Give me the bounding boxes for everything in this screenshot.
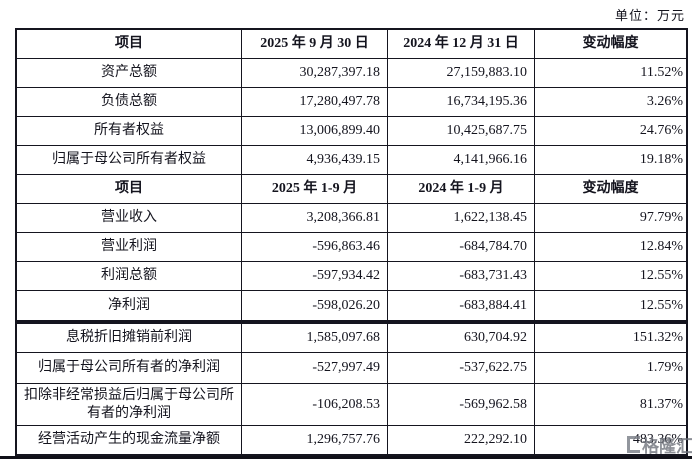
value-2024: -684,784.70 xyxy=(388,233,535,262)
row-label: 归属于母公司所有者的净利润 xyxy=(17,353,242,384)
row-label: 扣除非经常损益后归属于母公司所有者的净利润 xyxy=(17,384,242,426)
value-2024: -569,962.58 xyxy=(388,384,535,426)
value-2025: -598,026.20 xyxy=(242,291,388,320)
header-date-2025: 2025 年 9 月 30 日 xyxy=(242,30,388,59)
value-2025: -597,934.42 xyxy=(242,262,388,291)
change-pct: 12.55% xyxy=(639,297,683,313)
value-2025: 4,936,439.15 xyxy=(242,146,388,175)
value-2025: -596,863.46 xyxy=(242,233,388,262)
value-2024: 630,704.92 xyxy=(388,324,535,353)
row-label: 所有者权益 xyxy=(17,117,242,146)
change-pct: 11.52% xyxy=(535,59,686,88)
value-2024: -683,884.41 xyxy=(388,291,535,320)
value-2024: 222,292.10 xyxy=(388,426,535,454)
page-bottom-rule xyxy=(0,456,692,459)
header-item: 项目 xyxy=(17,175,242,204)
row-label: 利润总额 xyxy=(17,262,242,291)
row-label: 经营活动产生的现金流量净额 xyxy=(17,426,242,454)
value-2025: -527,997.49 xyxy=(242,353,388,384)
value-2024: -537,622.75 xyxy=(388,353,535,384)
row-label: 资产总额 xyxy=(17,59,242,88)
row-label: 营业利润 xyxy=(17,233,242,262)
value-2024: -683,731.43 xyxy=(388,262,535,291)
value-2025: 1,585,097.68 xyxy=(242,324,388,353)
change-pct: 151.32% xyxy=(535,324,686,353)
header-change: 变动幅度 xyxy=(535,30,686,59)
header-period-2024: 2024 年 1-9 月 xyxy=(388,175,535,204)
value-2024: 1,622,138.45 xyxy=(388,204,535,233)
supplement-table: 息税折旧摊销前利润 1,585,097.68 630,704.92 151.32… xyxy=(15,322,688,456)
value-2024: 4,141,966.16 xyxy=(388,146,535,175)
header-item: 项目 xyxy=(17,30,242,59)
row-label: 归属于母公司所有者权益 xyxy=(17,146,242,175)
row-label: 营业收入 xyxy=(17,204,242,233)
change-pct: 97.79% xyxy=(535,204,686,233)
value-2024: 27,159,883.10 xyxy=(388,59,535,88)
header-change: 变动幅度 xyxy=(535,175,686,204)
row-label: 负债总额 xyxy=(17,88,242,117)
change-pct: 19.18% xyxy=(535,146,686,175)
change-pct: 3.26% xyxy=(535,88,686,117)
balance-sheet-table: 项目 2025 年 9 月 30 日 2024 年 12 月 31 日 变动幅度… xyxy=(15,28,688,322)
unit-label: 单位：万元 xyxy=(614,8,685,23)
change-pct: 12.55% xyxy=(535,262,686,291)
value-2025: -106,208.53 xyxy=(242,384,388,426)
value-2025: 13,006,899.40 xyxy=(242,117,388,146)
header-date-2024: 2024 年 12 月 31 日 xyxy=(388,30,535,59)
header-period-2025: 2025 年 1-9 月 xyxy=(242,175,388,204)
value-2025: 1,296,757.76 xyxy=(242,426,388,454)
change-pct: 81.37% xyxy=(535,384,686,426)
change-pct: 24.76% xyxy=(535,117,686,146)
row-label: 息税折旧摊销前利润 xyxy=(17,324,242,353)
value-2024: 16,734,195.36 xyxy=(388,88,535,117)
value-2025: 17,280,497.78 xyxy=(242,88,388,117)
value-2025: 30,287,397.18 xyxy=(242,59,388,88)
change-pct: 12.84% xyxy=(535,233,686,262)
change-pct: 483.36% xyxy=(632,432,683,447)
value-2024: 10,425,687.75 xyxy=(388,117,535,146)
row-label: 净利润 xyxy=(17,291,242,320)
value-2025: 3,208,366.81 xyxy=(242,204,388,233)
change-pct: 1.79% xyxy=(535,353,686,384)
